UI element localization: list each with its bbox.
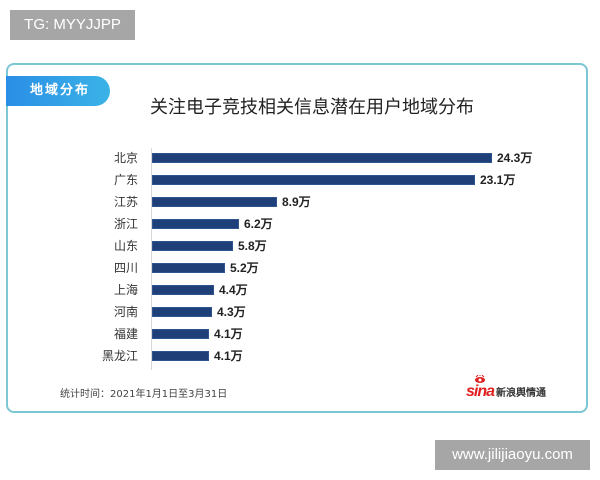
bar-row: 河南 4.3万 bbox=[8, 302, 586, 324]
value-label: 6.2万 bbox=[244, 217, 273, 231]
bar-row: 浙江 6.2万 bbox=[8, 214, 586, 236]
value-label: 5.8万 bbox=[238, 239, 267, 253]
bar bbox=[152, 175, 475, 185]
watermark-bottom-right: www.jilijiaoyu.com bbox=[435, 440, 590, 470]
value-label: 4.1万 bbox=[214, 349, 243, 363]
bar-row: 福建 4.1万 bbox=[8, 324, 586, 346]
bar-row: 四川 5.2万 bbox=[8, 258, 586, 280]
section-label-pill: 地域分布 bbox=[6, 76, 110, 106]
bar-row: 上海 4.4万 bbox=[8, 280, 586, 302]
chart-title: 关注电子竞技相关信息潜在用户地域分布 bbox=[150, 97, 474, 118]
category-label: 广东 bbox=[113, 173, 138, 187]
bar-row: 广东 23.1万 bbox=[8, 170, 586, 192]
category-label: 江苏 bbox=[113, 195, 138, 209]
bar bbox=[152, 241, 233, 251]
category-label: 北京 bbox=[113, 151, 138, 165]
value-label: 4.1万 bbox=[214, 327, 243, 341]
category-label: 河南 bbox=[113, 305, 138, 319]
bar bbox=[152, 285, 214, 295]
bar bbox=[152, 351, 209, 361]
category-axis-line bbox=[151, 148, 152, 370]
bar bbox=[152, 219, 239, 229]
bar bbox=[152, 153, 492, 163]
value-label: 23.1万 bbox=[480, 173, 516, 187]
chart-card: 地域分布 关注电子竞技相关信息潜在用户地域分布 北京 24.3万广东 23.1万江苏… bbox=[6, 63, 588, 413]
sina-brand-logo: sina 新浪舆情通 bbox=[465, 375, 546, 401]
brand-text: 新浪舆情通 bbox=[496, 388, 546, 399]
category-label: 四川 bbox=[113, 261, 138, 275]
category-label: 福建 bbox=[113, 327, 138, 341]
bar bbox=[152, 197, 277, 207]
bar bbox=[152, 307, 212, 317]
value-label: 4.3万 bbox=[217, 305, 246, 319]
value-label: 4.4万 bbox=[219, 283, 248, 297]
bar-row: 山东 5.8万 bbox=[8, 236, 586, 258]
sina-eye-icon bbox=[474, 375, 485, 383]
value-label: 5.2万 bbox=[230, 261, 259, 275]
category-label: 上海 bbox=[113, 283, 138, 297]
value-label: 8.9万 bbox=[282, 195, 311, 209]
value-label: 24.3万 bbox=[497, 151, 533, 165]
bar-row: 北京 24.3万 bbox=[8, 148, 586, 170]
bar-row: 黑龙江 4.1万 bbox=[8, 346, 586, 368]
category-label: 黑龙江 bbox=[101, 349, 138, 363]
bar-row: 江苏 8.9万 bbox=[8, 192, 586, 214]
bar bbox=[152, 263, 225, 273]
watermark-top-left: TG: MYYJJPP bbox=[10, 10, 135, 40]
category-label: 山东 bbox=[113, 239, 138, 253]
sina-wordmark: sina bbox=[465, 383, 495, 400]
category-label: 浙江 bbox=[113, 217, 138, 231]
bar bbox=[152, 329, 209, 339]
statistics-period-note: 统计时间：2021年1月1日至3月31日 bbox=[60, 389, 228, 400]
